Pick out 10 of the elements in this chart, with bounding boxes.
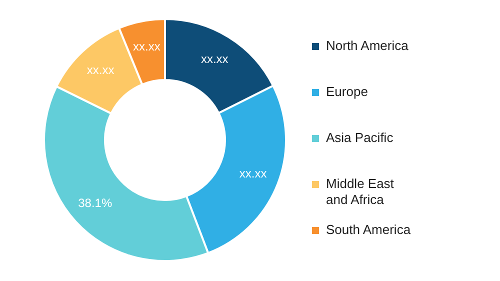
legend-label: North America xyxy=(326,38,410,54)
legend-label: Middle East and Africa xyxy=(326,176,394,208)
data-label: 38.1% xyxy=(78,196,112,210)
legend-label: South America xyxy=(326,222,412,238)
data-label: xx.xx xyxy=(239,166,267,180)
data-label: xx.xx xyxy=(86,63,114,78)
legend-label: Europe xyxy=(326,84,368,100)
data-label: xx.xx xyxy=(200,52,228,66)
legend-label: Asia Pacific xyxy=(326,130,394,146)
data-label: xx.xx xyxy=(133,39,160,54)
